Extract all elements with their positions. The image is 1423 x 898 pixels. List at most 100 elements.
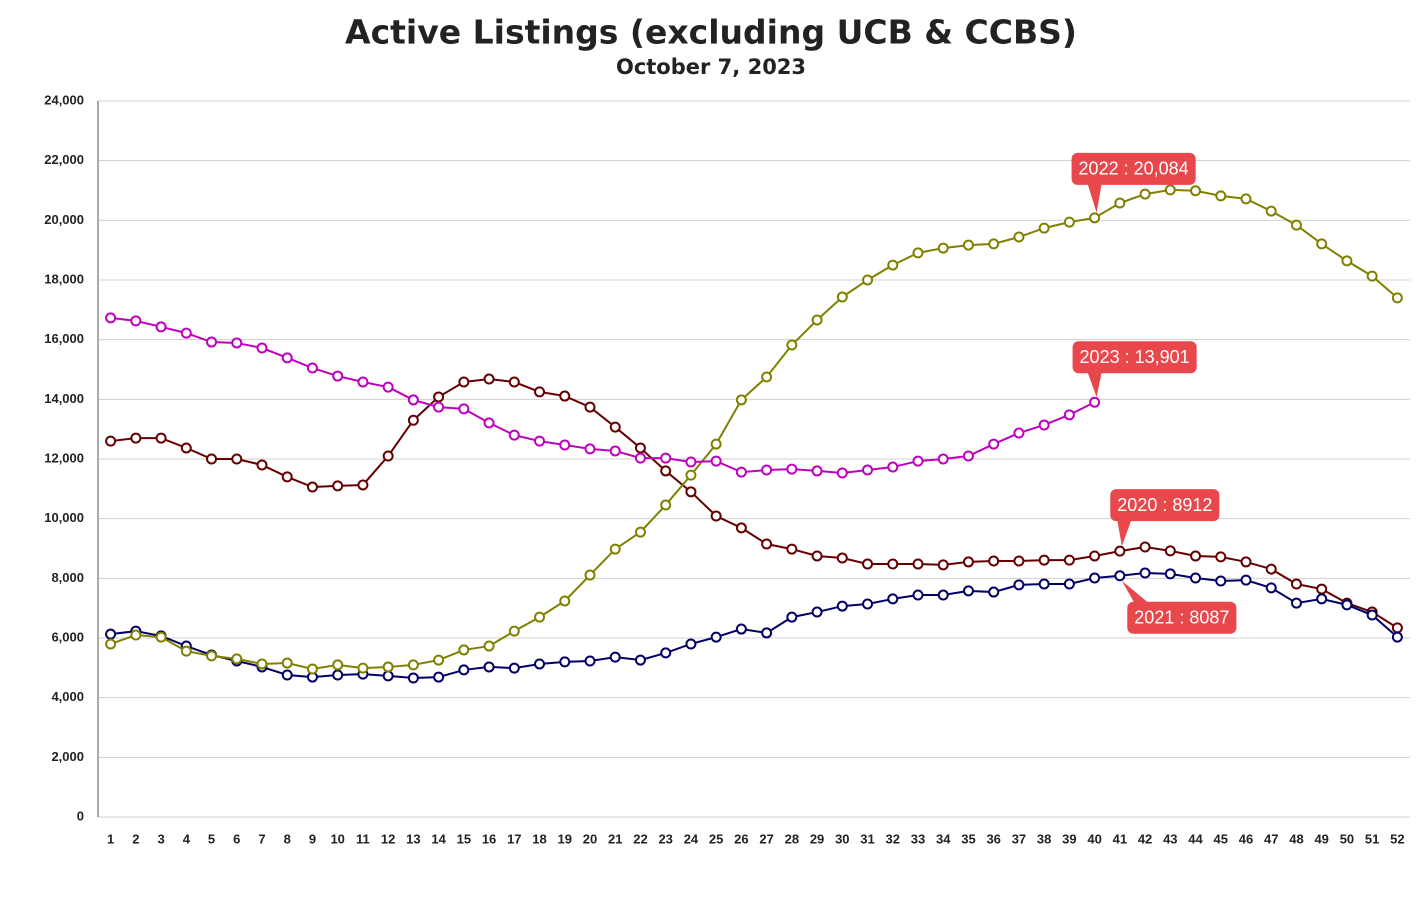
point-marker xyxy=(206,336,218,348)
point-marker xyxy=(887,259,899,271)
point-marker xyxy=(105,628,117,640)
point-marker xyxy=(357,479,369,491)
annotation: 2022 : 20,084 xyxy=(1071,152,1196,213)
x-tick-label: 50 xyxy=(1340,831,1354,846)
point-marker xyxy=(1013,579,1025,591)
point-marker xyxy=(1089,550,1101,562)
point-marker xyxy=(332,659,344,671)
annotation-pointer xyxy=(1117,520,1132,547)
point-marker xyxy=(105,312,117,324)
point-marker xyxy=(912,247,924,259)
annotation-text: 2020 : 8912 xyxy=(1117,495,1212,515)
y-tick-label: 2,000 xyxy=(51,749,84,764)
x-tick-label: 30 xyxy=(835,831,849,846)
point-marker xyxy=(1391,292,1403,304)
point-marker xyxy=(786,463,798,475)
point-marker xyxy=(634,452,646,464)
point-marker xyxy=(912,455,924,467)
point-marker xyxy=(1114,197,1126,209)
point-marker xyxy=(761,538,773,550)
point-marker xyxy=(1366,609,1378,621)
point-marker xyxy=(1316,238,1328,250)
x-tick-label: 21 xyxy=(608,831,622,846)
point-marker xyxy=(206,650,218,662)
point-marker xyxy=(1139,188,1151,200)
x-tick-label: 20 xyxy=(583,831,597,846)
point-marker xyxy=(332,480,344,492)
point-marker xyxy=(1114,545,1126,557)
annotation-pointer xyxy=(1087,183,1102,213)
point-marker xyxy=(1391,622,1403,634)
point-marker xyxy=(180,327,192,339)
point-marker xyxy=(685,469,697,481)
point-marker xyxy=(357,376,369,388)
point-marker xyxy=(1341,255,1353,267)
point-marker xyxy=(634,654,646,666)
point-marker xyxy=(988,555,1000,567)
point-marker xyxy=(433,654,445,666)
x-tick-label: 2 xyxy=(132,831,139,846)
point-marker xyxy=(483,640,495,652)
point-marker xyxy=(1341,599,1353,611)
x-tick-label: 41 xyxy=(1113,831,1127,846)
point-marker xyxy=(206,453,218,465)
y-tick-label: 16,000 xyxy=(44,331,84,346)
point-marker xyxy=(306,362,318,374)
point-marker xyxy=(1366,270,1378,282)
point-marker xyxy=(130,629,142,641)
point-marker xyxy=(811,550,823,562)
point-marker xyxy=(836,291,848,303)
y-tick-label: 20,000 xyxy=(44,212,84,227)
annotation-box xyxy=(1072,341,1197,374)
x-tick-label: 44 xyxy=(1188,831,1203,846)
x-tick-label: 36 xyxy=(986,831,1000,846)
point-marker xyxy=(912,558,924,570)
point-marker xyxy=(231,453,243,465)
x-tick-label: 4 xyxy=(183,831,191,846)
point-marker xyxy=(988,586,1000,598)
point-marker xyxy=(862,464,874,476)
point-marker xyxy=(862,558,874,570)
point-marker xyxy=(634,526,646,538)
point-marker xyxy=(937,242,949,254)
point-marker xyxy=(180,442,192,454)
point-marker xyxy=(710,631,722,643)
point-marker xyxy=(1038,222,1050,234)
point-marker xyxy=(407,672,419,684)
point-marker xyxy=(281,352,293,364)
point-marker xyxy=(761,464,773,476)
annotation: 2020 : 8912 xyxy=(1110,489,1220,547)
x-tick-label: 35 xyxy=(961,831,975,846)
point-marker xyxy=(382,661,394,673)
point-marker xyxy=(962,239,974,251)
point-marker xyxy=(937,453,949,465)
point-marker xyxy=(458,376,470,388)
point-marker xyxy=(483,417,495,429)
x-tick-label: 51 xyxy=(1365,831,1379,846)
point-marker xyxy=(660,647,672,659)
point-marker xyxy=(407,394,419,406)
y-tick-label: 14,000 xyxy=(44,391,84,406)
point-marker xyxy=(685,486,697,498)
point-marker xyxy=(559,595,571,607)
point-marker xyxy=(458,664,470,676)
annotation-box xyxy=(1110,489,1220,522)
x-tick-label: 47 xyxy=(1264,831,1278,846)
chart-title: Active Listings (excluding UCB & CCBS) xyxy=(345,13,1077,52)
point-marker xyxy=(508,376,520,388)
point-marker xyxy=(433,671,445,683)
point-marker xyxy=(609,421,621,433)
point-marker xyxy=(281,471,293,483)
y-tick-label: 0 xyxy=(77,808,84,823)
point-marker xyxy=(811,314,823,326)
point-marker xyxy=(1089,212,1101,224)
x-tick-label: 8 xyxy=(284,831,291,846)
x-tick-label: 26 xyxy=(734,831,748,846)
point-marker xyxy=(660,465,672,477)
point-marker xyxy=(660,499,672,511)
point-marker xyxy=(1190,185,1202,197)
point-marker xyxy=(407,414,419,426)
x-tick-label: 23 xyxy=(658,831,672,846)
point-marker xyxy=(584,401,596,413)
point-marker xyxy=(559,656,571,668)
